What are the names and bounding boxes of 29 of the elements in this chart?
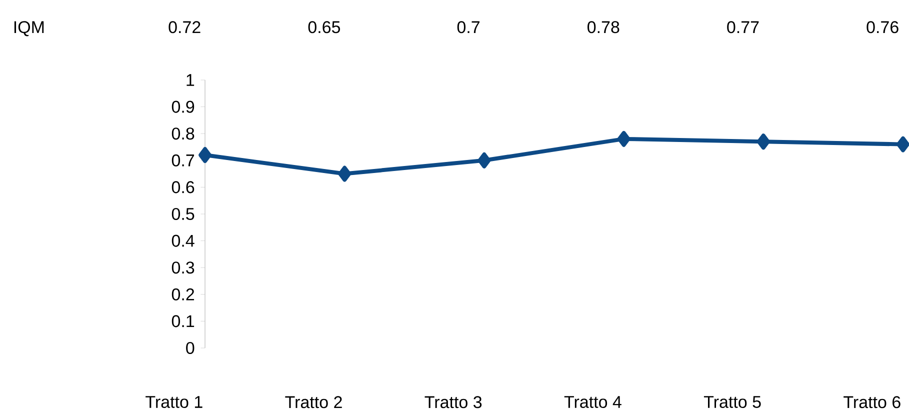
data-label: 0.76 — [866, 21, 898, 34]
x-tick-label: Tratto 2 — [285, 396, 342, 408]
y-tick-label: 0.9 — [172, 100, 194, 113]
data-label: 0.7 — [457, 21, 480, 34]
y-tick-label: 0.6 — [172, 181, 194, 194]
point — [478, 152, 491, 168]
point — [756, 134, 770, 150]
y-tick-label: 0 — [186, 342, 194, 354]
y-tick-label: 1 — [186, 74, 194, 86]
point — [338, 166, 352, 182]
data-label: 0.65 — [308, 21, 340, 34]
y-tick-label: 0.4 — [172, 234, 194, 247]
y-tick-label: 0.7 — [172, 154, 194, 166]
point — [617, 130, 630, 147]
data-label: 0.77 — [727, 21, 759, 34]
x-tick-label: Tratto 4 — [564, 396, 622, 408]
data-label: 0.78 — [588, 21, 620, 34]
point — [198, 147, 212, 164]
x-tick-label: Tratto 5 — [704, 396, 761, 408]
y-tick-label: 0.5 — [172, 208, 194, 220]
y-tick-label: 0.3 — [172, 262, 194, 274]
y-tick-label: 0.8 — [172, 128, 194, 140]
x-tick-label: Tratto 1 — [146, 396, 202, 408]
data-label: 0.72 — [168, 21, 200, 34]
x-tick-label: Tratto 3 — [424, 396, 482, 408]
y-tick-label: 0.1 — [172, 315, 194, 328]
y-tick-label: 0.2 — [172, 288, 194, 300]
text: IQM — [14, 21, 44, 36]
x-tick-label: Tratto 6 — [844, 396, 900, 408]
